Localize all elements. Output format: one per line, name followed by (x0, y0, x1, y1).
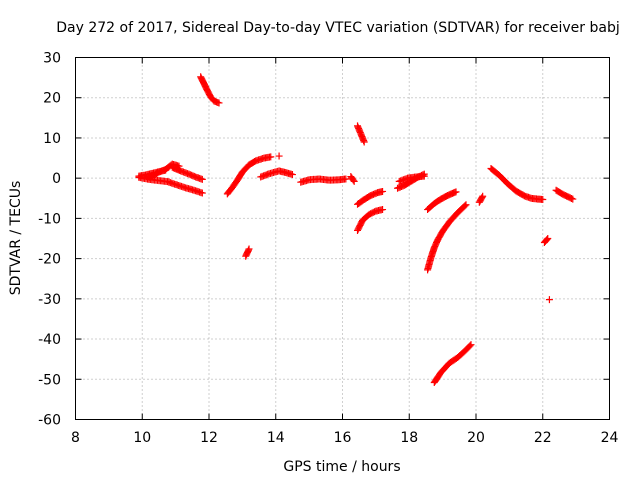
series-track (545, 296, 553, 304)
series-track (424, 201, 470, 274)
y-axis: -60 -50 -40 -30 -20 -10 0 10 20 30 (38, 51, 610, 429)
series-track (354, 206, 387, 234)
series-track (487, 165, 547, 203)
series-track (242, 245, 253, 260)
data-point (568, 194, 576, 202)
y-tick-label: -10 (38, 211, 61, 227)
data-point (569, 195, 577, 203)
data-point (461, 202, 469, 210)
y-tick-label: -20 (38, 252, 61, 268)
series-track (257, 167, 296, 181)
data-point (288, 171, 296, 179)
x-axis-label: GPS time / hours (283, 459, 400, 475)
data-point (466, 342, 474, 350)
x-tick-label: 10 (133, 430, 151, 446)
data-point (467, 341, 475, 349)
series-track (197, 73, 223, 107)
x-axis: 8 10 12 14 16 18 20 22 24 (71, 57, 619, 446)
y-tick-label: -40 (38, 332, 61, 348)
series-track (552, 186, 577, 203)
y-tick-label: 30 (43, 51, 61, 67)
y-tick-label: -30 (38, 292, 61, 308)
data-point (342, 175, 350, 183)
x-tick-label: 12 (200, 430, 218, 446)
x-tick-label: 20 (467, 430, 485, 446)
x-tick-label: 16 (334, 430, 352, 446)
series-track (424, 188, 460, 214)
series-track (395, 172, 428, 185)
data-point (379, 206, 387, 214)
series-track (354, 187, 387, 208)
series-track (354, 122, 368, 146)
x-tick-label: 24 (601, 430, 619, 446)
series-track (540, 235, 552, 247)
x-tick-label: 22 (534, 430, 552, 446)
series-track (297, 175, 350, 186)
data-point (462, 201, 470, 209)
x-tick-label: 18 (400, 430, 418, 446)
grid (75, 57, 610, 420)
data-point (215, 99, 223, 107)
data-point (198, 189, 206, 197)
y-axis-label: SDTVAR / TECUs (8, 181, 24, 296)
data-point (452, 188, 460, 196)
data-point (275, 152, 283, 160)
data-point (545, 296, 553, 304)
y-tick-label: 0 (52, 171, 61, 187)
series-track (347, 173, 358, 185)
data-points (135, 73, 577, 386)
series-track (275, 152, 283, 160)
series-track (168, 163, 206, 183)
data-point (360, 138, 368, 146)
data-point (245, 245, 253, 253)
series-track (475, 192, 487, 206)
data-point (539, 195, 547, 203)
x-tick-label: 8 (71, 430, 80, 446)
data-point (198, 175, 206, 183)
y-tick-label: -60 (38, 413, 61, 429)
series-track (223, 153, 275, 198)
data-point (479, 192, 487, 200)
data-point (350, 177, 358, 185)
data-point (267, 153, 275, 161)
data-point (543, 236, 551, 244)
y-tick-label: 10 (43, 131, 61, 147)
data-point (544, 235, 552, 242)
data-point (420, 172, 428, 180)
chart-title: Day 272 of 2017, Sidereal Day-to-day VTE… (56, 20, 619, 36)
data-point (478, 193, 486, 201)
x-tick-label: 14 (267, 430, 285, 446)
y-tick-label: 20 (43, 91, 61, 107)
y-tick-label: -50 (38, 372, 61, 388)
data-point (349, 176, 357, 184)
series-track (430, 341, 475, 386)
data-point (379, 187, 387, 195)
series-track (165, 178, 206, 197)
